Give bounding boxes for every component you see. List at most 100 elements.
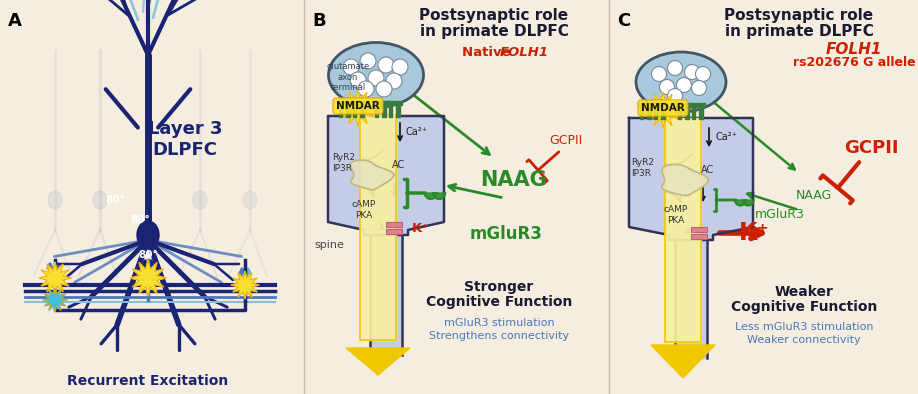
Circle shape bbox=[376, 81, 392, 97]
Text: in primate DLPFC: in primate DLPFC bbox=[724, 24, 873, 39]
Circle shape bbox=[677, 78, 691, 93]
Text: GCPII: GCPII bbox=[549, 134, 583, 147]
Polygon shape bbox=[743, 200, 754, 206]
Text: cAMP
PKA: cAMP PKA bbox=[352, 200, 376, 220]
Bar bbox=[396, 104, 399, 117]
Text: Stronger: Stronger bbox=[465, 280, 533, 294]
Circle shape bbox=[343, 59, 359, 75]
Text: NAAG: NAAG bbox=[796, 188, 832, 201]
Circle shape bbox=[691, 80, 707, 95]
Text: K⁺: K⁺ bbox=[412, 221, 430, 234]
Polygon shape bbox=[675, 240, 707, 358]
Text: Cognitive Function: Cognitive Function bbox=[731, 300, 878, 314]
Bar bbox=[652, 103, 666, 107]
Bar bbox=[637, 103, 653, 107]
Polygon shape bbox=[629, 118, 753, 240]
Text: mGluR3 stimulation: mGluR3 stimulation bbox=[443, 318, 554, 328]
Polygon shape bbox=[651, 345, 715, 378]
Bar bbox=[346, 104, 350, 117]
Polygon shape bbox=[662, 164, 709, 195]
Polygon shape bbox=[340, 90, 376, 126]
Polygon shape bbox=[425, 193, 437, 199]
Text: glutamate
axon
terminal: glutamate axon terminal bbox=[327, 62, 370, 92]
Text: Less mGluR3 stimulation: Less mGluR3 stimulation bbox=[734, 322, 873, 332]
Circle shape bbox=[358, 81, 374, 97]
Text: Native: Native bbox=[462, 46, 515, 59]
Bar bbox=[386, 222, 402, 227]
Text: 80°: 80° bbox=[106, 195, 125, 205]
Text: C: C bbox=[617, 12, 631, 30]
Text: Ca²⁺: Ca²⁺ bbox=[715, 132, 737, 142]
Text: Postsynaptic role: Postsynaptic role bbox=[724, 8, 874, 23]
Text: mGluR3: mGluR3 bbox=[755, 208, 805, 221]
Text: Recurrent Excitation: Recurrent Excitation bbox=[67, 374, 229, 388]
Text: Postsynaptic role: Postsynaptic role bbox=[420, 8, 568, 23]
Polygon shape bbox=[370, 235, 402, 355]
Ellipse shape bbox=[93, 191, 107, 209]
Circle shape bbox=[378, 57, 394, 73]
Text: Ca²⁺: Ca²⁺ bbox=[406, 127, 428, 137]
Bar bbox=[691, 106, 695, 119]
Polygon shape bbox=[351, 160, 394, 190]
Bar bbox=[386, 229, 402, 234]
Bar bbox=[685, 106, 688, 119]
Bar bbox=[375, 104, 378, 117]
Bar bbox=[647, 106, 651, 119]
Circle shape bbox=[360, 53, 376, 69]
Text: B: B bbox=[312, 12, 326, 30]
Bar bbox=[691, 227, 707, 232]
Ellipse shape bbox=[329, 43, 423, 108]
Text: Layer 3
DLPFC: Layer 3 DLPFC bbox=[148, 120, 222, 159]
Text: NAAG: NAAG bbox=[481, 170, 547, 190]
Text: A: A bbox=[8, 12, 22, 30]
Ellipse shape bbox=[636, 52, 726, 112]
Text: RyR2
IP3R: RyR2 IP3R bbox=[332, 153, 355, 173]
Bar bbox=[386, 101, 401, 105]
Text: K⁺: K⁺ bbox=[739, 221, 769, 245]
Circle shape bbox=[667, 89, 682, 104]
Bar bbox=[677, 106, 681, 119]
Bar bbox=[640, 106, 643, 119]
Ellipse shape bbox=[193, 191, 207, 209]
Ellipse shape bbox=[137, 221, 159, 249]
Text: in primate DLPFC: in primate DLPFC bbox=[420, 24, 568, 39]
Text: AC: AC bbox=[701, 165, 714, 175]
Text: Weaker connectivity: Weaker connectivity bbox=[747, 335, 861, 345]
Bar bbox=[661, 106, 665, 119]
Text: FOLH1: FOLH1 bbox=[826, 42, 882, 57]
Polygon shape bbox=[433, 193, 445, 199]
Circle shape bbox=[667, 61, 682, 76]
Bar bbox=[382, 104, 386, 117]
Text: Weaker: Weaker bbox=[775, 285, 834, 299]
Text: spine: spine bbox=[314, 240, 344, 250]
Polygon shape bbox=[346, 348, 410, 375]
Polygon shape bbox=[130, 260, 166, 296]
Polygon shape bbox=[39, 262, 71, 294]
Circle shape bbox=[652, 67, 666, 82]
Ellipse shape bbox=[48, 191, 62, 209]
Bar bbox=[691, 234, 707, 239]
Bar bbox=[351, 101, 365, 105]
Bar bbox=[699, 106, 702, 119]
Bar bbox=[654, 106, 657, 119]
Polygon shape bbox=[735, 200, 746, 206]
Polygon shape bbox=[231, 271, 259, 299]
Circle shape bbox=[685, 65, 700, 80]
Text: NMDAR: NMDAR bbox=[641, 103, 685, 113]
Ellipse shape bbox=[243, 191, 257, 209]
Polygon shape bbox=[665, 118, 701, 342]
Text: RyR2
IP3R: RyR2 IP3R bbox=[631, 158, 654, 178]
Text: Cognitive Function: Cognitive Function bbox=[426, 295, 572, 309]
Text: rs202676 G allele: rs202676 G allele bbox=[792, 56, 915, 69]
Bar bbox=[388, 104, 392, 117]
Text: Strengthens connectivity: Strengthens connectivity bbox=[429, 331, 569, 341]
Circle shape bbox=[659, 80, 675, 95]
Bar bbox=[337, 101, 352, 105]
Text: cAMP
PKA: cAMP PKA bbox=[664, 205, 688, 225]
Text: 80°: 80° bbox=[130, 215, 150, 225]
Bar bbox=[353, 104, 356, 117]
Circle shape bbox=[696, 67, 711, 82]
Circle shape bbox=[392, 59, 408, 75]
Text: 80°: 80° bbox=[139, 250, 158, 260]
Bar bbox=[676, 103, 690, 107]
